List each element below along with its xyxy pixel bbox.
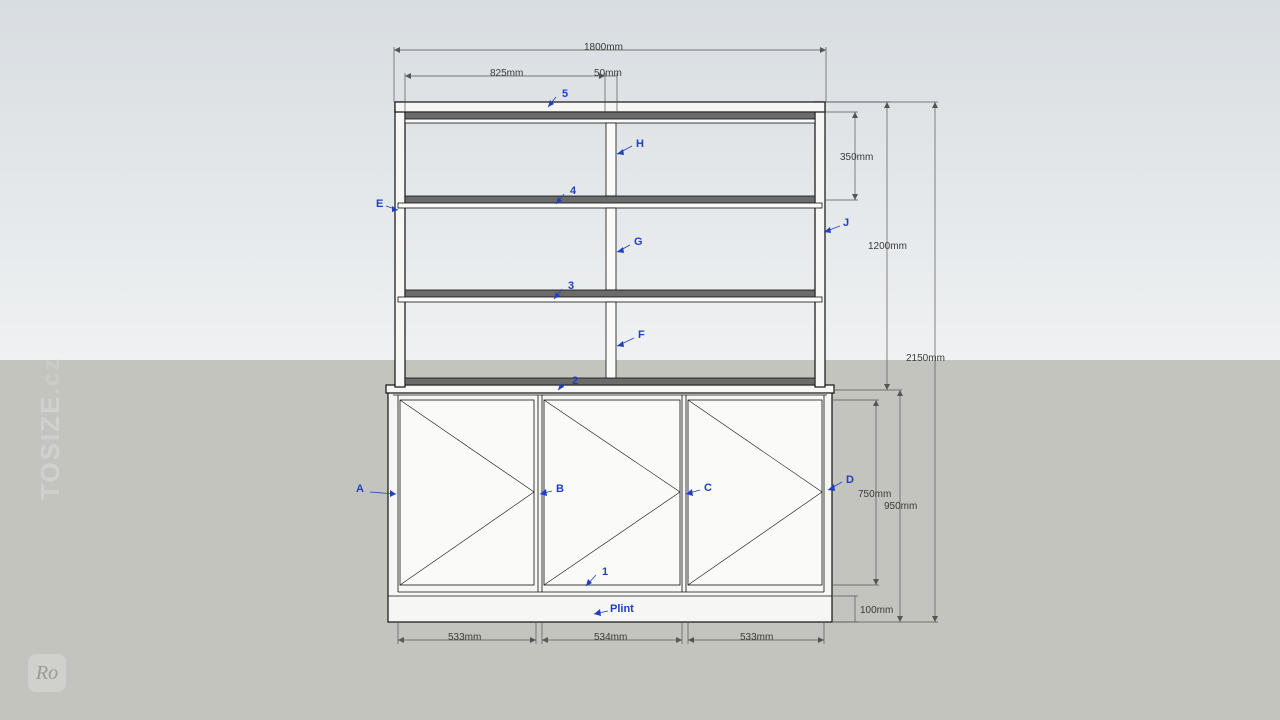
dim-2150-text: 2150mm [906, 353, 945, 364]
label-4: 4 [570, 185, 576, 197]
div-g [606, 208, 616, 290]
label-D: D [846, 474, 854, 486]
countertop [386, 385, 834, 393]
dim-825-text: 825mm [490, 68, 523, 79]
watermark-suffix: .cz [38, 357, 65, 395]
door-b [544, 400, 680, 585]
dim-950-text: 950mm [884, 501, 917, 512]
label-1: 1 [602, 566, 608, 578]
shelf4-front [398, 203, 822, 208]
label-5: 5 [562, 88, 568, 100]
dim-b1-text: 533mm [448, 632, 481, 643]
shelf3-front [398, 297, 822, 302]
upper-left-post [395, 102, 405, 387]
dim-1800-text: 1800mm [584, 42, 623, 53]
shelf2-back [405, 378, 815, 385]
label-J: J [843, 217, 849, 229]
dim-1200-text: 1200mm [868, 241, 907, 252]
label-3: 3 [568, 280, 574, 292]
label-B: B [556, 483, 564, 495]
dim-350-text: 350mm [840, 152, 873, 163]
watermark: TOSIZE.cz [35, 357, 66, 500]
dim-100-text: 100mm [860, 605, 893, 616]
div-f [606, 302, 616, 382]
div-h [606, 123, 616, 196]
dim-b3-text: 533mm [740, 632, 773, 643]
dim-750-text: 750mm [858, 489, 891, 500]
watermark-main: TOSIZE [35, 395, 65, 500]
label-A: A [356, 483, 364, 495]
label-plint: Plint [610, 603, 634, 615]
technical-drawing [0, 0, 1280, 720]
label-2: 2 [572, 375, 578, 387]
upper-right-post [815, 102, 825, 387]
dim-50-text: 50mm [594, 68, 622, 79]
shelf5-front [405, 119, 815, 123]
label-H: H [636, 138, 644, 150]
dim-b2-text: 534mm [594, 632, 627, 643]
label-G: G [634, 236, 643, 248]
door-a [400, 400, 534, 585]
label-C: C [704, 482, 712, 494]
logo-icon: Ro [28, 654, 66, 692]
label-F: F [638, 329, 645, 341]
label-E: E [376, 198, 383, 210]
upper-top-cap [395, 102, 825, 112]
